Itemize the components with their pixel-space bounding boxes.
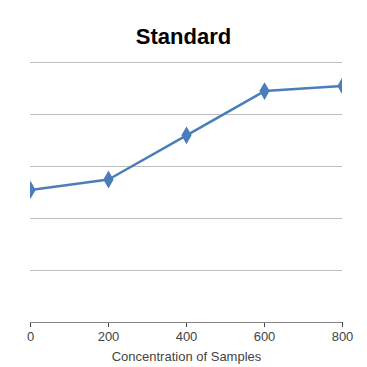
- svg-text:400: 400: [176, 329, 198, 344]
- svg-text:Concentration of Samples: Concentration of Samples: [112, 349, 262, 364]
- html-text:Standard: Standard: [135, 24, 232, 49]
- svg-text:600: 600: [254, 329, 276, 344]
- svg-text:200: 200: [98, 329, 120, 344]
- svg-text:800: 800: [332, 329, 354, 344]
- svg-text:0: 0: [27, 329, 34, 344]
